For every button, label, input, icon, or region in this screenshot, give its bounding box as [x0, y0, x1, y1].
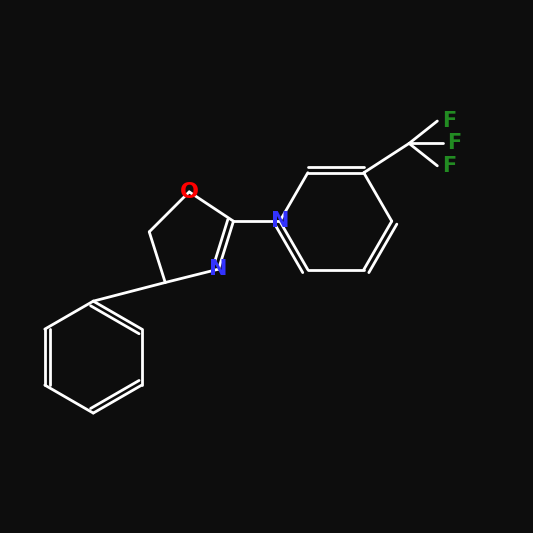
Text: O: O — [180, 182, 199, 202]
Text: N: N — [271, 211, 289, 231]
Text: F: F — [442, 111, 456, 131]
Text: F: F — [447, 133, 462, 154]
Text: F: F — [442, 156, 456, 176]
Text: N: N — [209, 259, 228, 279]
